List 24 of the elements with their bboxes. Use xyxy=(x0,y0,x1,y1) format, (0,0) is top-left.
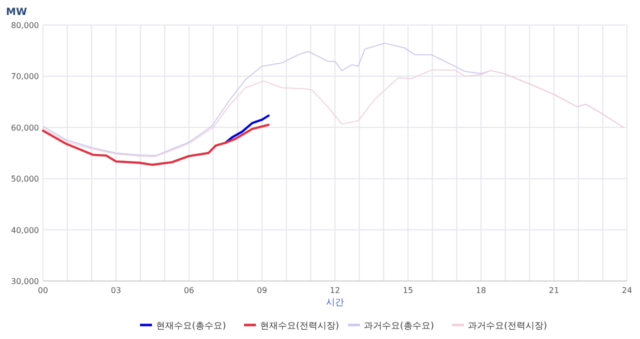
line-series xyxy=(42,124,270,166)
legend-label: 현재수요(총수요) xyxy=(156,322,226,332)
x-axis-title: 시간 xyxy=(326,298,344,308)
x-tick-label: 18 xyxy=(476,286,486,295)
x-tick-label: 24 xyxy=(622,286,632,295)
legend-label: 과거수요(총수요) xyxy=(364,322,434,332)
x-tick-label: 06 xyxy=(184,286,194,295)
x-tick-label: 09 xyxy=(256,286,268,295)
legend-label: 현재수요(전력시장) xyxy=(260,322,340,332)
y-tick-label: 50,000 xyxy=(11,174,39,184)
legend-label: 과거수요(전력시장) xyxy=(468,322,548,332)
y-axis-title: MW xyxy=(6,7,27,18)
x-tick-label: 12 xyxy=(330,286,340,295)
x-tick-label: 15 xyxy=(402,286,414,295)
line-series xyxy=(224,114,270,144)
x-tick-label: 21 xyxy=(548,286,560,295)
y-tick-label: 30,000 xyxy=(11,277,39,286)
y-tick-label: 70,000 xyxy=(11,72,39,82)
y-tick-label: 60,000 xyxy=(11,123,39,132)
y-tick-label: 80,000 xyxy=(11,21,39,30)
x-tick-label: 00 xyxy=(38,286,48,295)
y-tick-label: 40,000 xyxy=(11,226,39,235)
line-series xyxy=(42,70,624,158)
x-tick-label: 03 xyxy=(110,286,122,295)
